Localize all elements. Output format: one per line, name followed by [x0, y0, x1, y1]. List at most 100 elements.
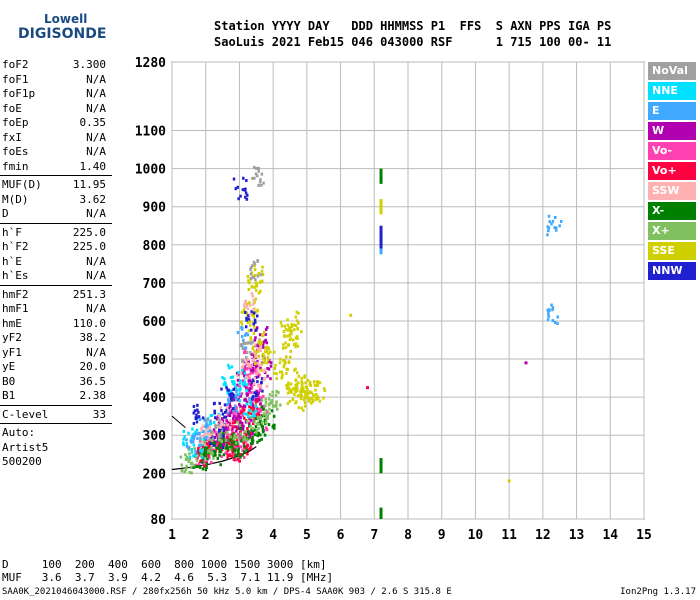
echo-point-sse	[289, 382, 293, 386]
x-tick-label: 6	[337, 528, 345, 543]
echo-point-vo-	[197, 445, 201, 449]
echo-point-nnw	[236, 185, 239, 189]
echo-point-w	[245, 387, 248, 391]
echo-point-vo-	[228, 454, 231, 458]
echo-point-w	[249, 368, 253, 372]
echo-point-sse	[282, 346, 285, 350]
echo-point-nnw	[229, 397, 233, 401]
echo-point-ssw	[262, 369, 266, 373]
echo-point-w	[254, 397, 258, 401]
echo-point-vo-	[257, 395, 261, 399]
echo-point-vo-	[202, 462, 205, 466]
echo-point-vo-	[252, 409, 255, 413]
param-value: 225.0	[72, 240, 106, 253]
echo-point-noval	[208, 437, 211, 441]
echo-point-x-	[224, 446, 227, 450]
echo-point-vo-	[258, 388, 261, 392]
echo-point-sse	[245, 311, 248, 315]
echo-point-x-	[257, 432, 260, 436]
echo-point-sse	[294, 315, 298, 319]
echo-point-vo-	[227, 427, 231, 431]
echo-point-vo-	[256, 399, 259, 403]
echo-point-sse	[252, 345, 255, 349]
echo-point-noval	[258, 180, 262, 184]
echo-point-sse	[247, 329, 251, 333]
echo-point-x-	[233, 455, 237, 459]
echo-point-nne	[239, 386, 242, 390]
param-value: 0.35	[79, 116, 107, 129]
echo-point-vo-	[239, 429, 243, 433]
echo-point-nnw	[228, 393, 232, 397]
echo-point-sse	[285, 383, 288, 387]
echo-point-noval	[243, 342, 247, 346]
param-name: foEp	[2, 116, 29, 129]
echo-point-sse	[261, 352, 265, 356]
echo-point-x-	[259, 415, 262, 419]
echo-point-ssw	[225, 405, 229, 409]
echo-point-nnw	[220, 409, 223, 413]
echo-point-e	[546, 233, 549, 237]
param-value: 36.5	[79, 374, 107, 388]
echo-point-x-	[188, 471, 191, 475]
echo-point-vo-	[256, 412, 260, 416]
echo-point-e	[204, 424, 207, 428]
echo-point-nnw	[253, 318, 257, 322]
echo-point-x-	[233, 433, 236, 437]
echo-point-ssw	[251, 302, 255, 306]
echo-point-sse	[297, 374, 301, 378]
echo-point-nne	[245, 383, 248, 387]
echo-point-sse	[273, 350, 276, 354]
y-tick-label: 800	[143, 239, 167, 254]
echo-point-sse	[240, 320, 243, 324]
echo-point-sse	[262, 354, 266, 358]
echo-point-nne	[191, 427, 194, 431]
echo-point-ssw	[252, 382, 256, 386]
isolated-echo	[524, 361, 528, 365]
echo-point-nnw	[195, 416, 199, 420]
echo-point-w	[256, 393, 260, 397]
echo-point-sse	[303, 395, 307, 399]
echo-point-x-	[216, 456, 220, 460]
echo-point-vo-	[237, 445, 241, 449]
echo-point-vo-	[266, 410, 269, 414]
echo-point-w	[253, 338, 257, 342]
y-tick-label: 1280	[135, 56, 166, 71]
echo-point-x-	[257, 417, 261, 421]
echo-point-sse	[308, 390, 312, 394]
echo-point-x-	[256, 415, 260, 419]
echo-point-x-	[254, 403, 257, 407]
param-row: h`F 225.0	[0, 226, 112, 241]
echo-point-e	[235, 389, 238, 393]
echo-point-sse	[307, 396, 310, 400]
param-separator	[0, 284, 112, 286]
echo-point-w	[254, 336, 257, 340]
echo-point-x-	[246, 437, 250, 441]
echo-point-vo-	[202, 460, 206, 464]
echo-point-sse	[240, 322, 244, 326]
echo-point-nne	[234, 385, 238, 389]
echo-point-sse	[254, 350, 258, 354]
echo-point-noval	[250, 341, 253, 345]
echo-point-nnw	[223, 415, 226, 419]
param-name: hmE	[2, 316, 22, 330]
echo-point-sse	[290, 329, 293, 333]
echo-point-vo-	[254, 401, 258, 405]
echo-point-sse	[315, 380, 319, 384]
echo-point-sse	[303, 401, 307, 405]
echo-point-sse	[248, 323, 252, 327]
param-name: h`F2	[2, 240, 29, 253]
echo-point-sse	[252, 332, 256, 336]
echo-point-vo-	[223, 425, 227, 429]
echo-point-sse	[296, 337, 299, 341]
echo-column-7mhz	[379, 507, 383, 519]
param-row: D N/A	[0, 207, 112, 222]
echo-point-x-	[232, 448, 236, 452]
echo-point-vo-	[226, 456, 229, 460]
echo-point-sse	[255, 288, 258, 292]
echo-point-w	[265, 326, 269, 330]
echo-point-e	[550, 303, 553, 307]
echo-point-noval	[249, 272, 253, 276]
echo-point-sse	[297, 394, 301, 398]
echo-point-sse	[310, 397, 314, 401]
echo-point-sse	[258, 339, 261, 343]
